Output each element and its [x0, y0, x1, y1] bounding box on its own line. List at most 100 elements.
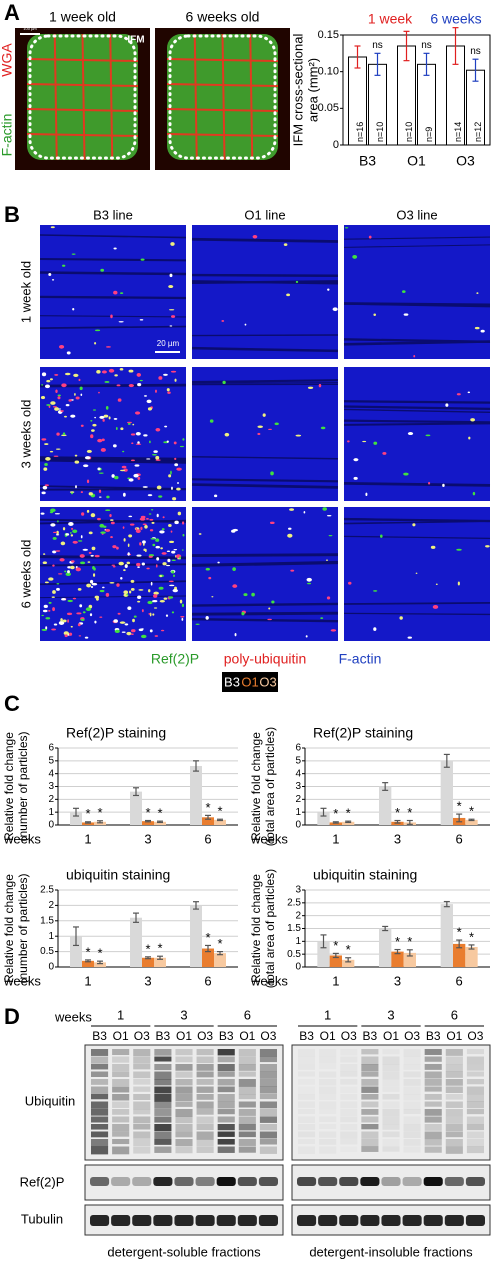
particle [41, 372, 47, 377]
particle [139, 379, 143, 382]
smear [217, 1071, 235, 1077]
smear [340, 1124, 357, 1130]
x-axis-label: weeks [250, 973, 288, 988]
particle [155, 389, 157, 393]
particle [399, 616, 403, 620]
particle [42, 485, 48, 490]
particle [104, 380, 110, 383]
particle [181, 603, 185, 608]
particle [328, 534, 333, 537]
particle [205, 567, 210, 571]
particle [56, 587, 60, 591]
fiber-stripe [39, 271, 187, 276]
particle [52, 550, 57, 554]
fiber-stripe [191, 483, 339, 489]
smear [154, 1079, 172, 1086]
smear [298, 1094, 315, 1100]
particle [172, 497, 177, 501]
fiber-edge [26, 58, 139, 62]
fiber-stripe [191, 553, 339, 557]
particle [64, 634, 68, 638]
band [381, 1215, 401, 1226]
y-tick-label: 0.5 [287, 949, 301, 960]
smear [154, 1086, 172, 1094]
particle [257, 425, 263, 428]
particle [407, 432, 414, 436]
particle [287, 533, 293, 538]
smear [340, 1087, 357, 1094]
band [216, 1215, 236, 1226]
particle [124, 623, 129, 626]
smear [319, 1094, 336, 1100]
particle [126, 421, 132, 424]
fiber-stripe [191, 382, 339, 384]
fiber-stripe [343, 419, 491, 424]
particle [177, 482, 179, 484]
y-tick-label: 0 [295, 820, 301, 831]
smear [133, 1101, 151, 1110]
particle [163, 597, 168, 600]
bar [403, 952, 416, 967]
particle [153, 607, 158, 609]
smear [319, 1117, 336, 1123]
particle [122, 450, 125, 453]
particle [181, 549, 184, 551]
particle [152, 613, 155, 616]
particle [156, 513, 159, 518]
particle [122, 492, 126, 497]
bar [142, 957, 154, 967]
smear [403, 1049, 421, 1057]
particle [100, 268, 105, 272]
particle [78, 378, 81, 382]
particle [474, 326, 480, 330]
particle [476, 292, 479, 295]
error-bar [73, 926, 79, 947]
fiber-stripe [39, 458, 187, 464]
particle [98, 489, 102, 493]
particle [174, 378, 177, 382]
particle [72, 597, 77, 600]
particle [428, 481, 431, 485]
smear [91, 1056, 109, 1064]
week-label: 3 [387, 1007, 394, 1022]
smear [217, 1101, 235, 1109]
fiber-stripe [343, 400, 491, 404]
particle [80, 535, 83, 539]
particle [92, 409, 97, 411]
bar [154, 821, 166, 825]
micrograph [191, 367, 339, 501]
particle [99, 616, 103, 618]
particle [468, 436, 471, 440]
smear [319, 1079, 336, 1086]
band [237, 1177, 257, 1186]
band [195, 1215, 215, 1226]
particle [128, 383, 134, 388]
particle [142, 543, 145, 546]
particle [158, 495, 163, 498]
band [216, 1177, 236, 1186]
smear [133, 1064, 151, 1070]
image-bg [344, 367, 490, 501]
particle [64, 415, 67, 418]
smear [424, 1124, 442, 1131]
particle [75, 485, 77, 489]
x-tick-label: B3 [359, 153, 376, 169]
particle [480, 329, 485, 333]
y-tick-label: 2 [48, 794, 54, 805]
image-label: 1 week old [49, 9, 116, 25]
particle [94, 341, 97, 345]
y-tick-label: 0 [333, 139, 339, 151]
fiber-stripe [39, 325, 187, 329]
particle [75, 567, 81, 572]
fiber-stripe [39, 456, 187, 461]
smear [133, 1049, 151, 1057]
annotation: * [97, 946, 102, 961]
smear [238, 1139, 256, 1146]
smear [445, 1116, 463, 1124]
smear [175, 1071, 193, 1078]
particle [181, 617, 184, 621]
smear [382, 1139, 399, 1147]
bar [440, 760, 453, 825]
particle [241, 611, 245, 616]
error-bar [332, 821, 339, 824]
